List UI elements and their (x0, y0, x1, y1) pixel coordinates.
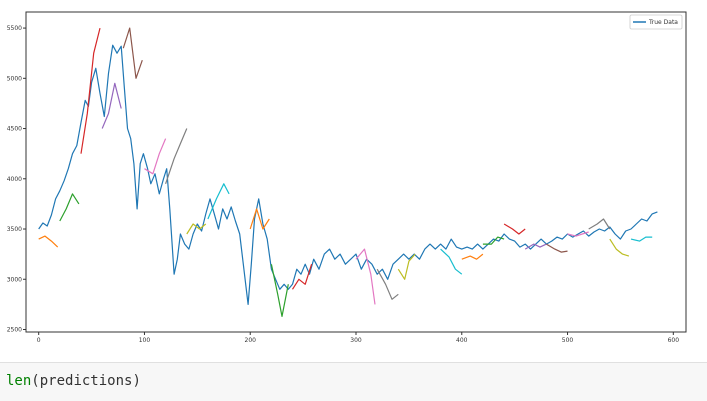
y-tick-label: 2500 (7, 326, 22, 333)
prediction-segment-10 (270, 264, 289, 317)
y-tick-label: 5500 (7, 25, 22, 32)
x-tick-label: 300 (350, 337, 362, 344)
function-arguments: (predictions) (31, 373, 141, 389)
series-line-true-data (38, 44, 658, 305)
y-tick-label: 5000 (7, 75, 22, 82)
prediction-segment-7 (186, 223, 207, 235)
prediction-segment-11 (291, 264, 313, 290)
chart-area: 0 100 200 300 400 500 600 2500 3000 3500 4000 4500 5… (6, 11, 687, 344)
prediction-segment-15 (440, 248, 463, 275)
y-tick-label: 4000 (7, 176, 22, 183)
prediction-segment-16 (461, 253, 484, 260)
prediction-segment-8 (207, 183, 230, 220)
x-tick-label: 100 (139, 337, 151, 344)
plot-frame (25, 11, 687, 333)
prediction-segment-4 (122, 27, 143, 79)
prediction-segment-13 (376, 268, 399, 300)
code-line[interactable]: len(predictions) (6, 373, 141, 389)
prediction-segment-12 (355, 248, 376, 305)
x-tick-label: 0 (37, 337, 41, 344)
prediction-segment-19 (524, 243, 547, 250)
prediction-segment-20 (546, 243, 568, 253)
x-tick-label: 500 (562, 337, 574, 344)
prediction-segment-9 (249, 208, 270, 230)
legend-box (629, 14, 683, 30)
prediction-segment-0 (38, 235, 59, 248)
y-tick-label: 3500 (7, 226, 22, 233)
code-cell[interactable]: len(predictions) (0, 362, 707, 401)
legend-label-true-data: True Data (648, 19, 678, 26)
prediction-segment-6 (165, 128, 188, 184)
prediction-segment-14 (397, 253, 416, 280)
prediction-segment-18 (503, 223, 526, 235)
prediction-segment-17 (482, 236, 505, 245)
x-tick-label: 200 (245, 337, 257, 344)
x-tick-label: 400 (456, 337, 468, 344)
x-tick-label: 600 (668, 337, 680, 344)
prediction-segment-23 (609, 238, 630, 257)
y-tick-label: 4500 (7, 126, 22, 133)
y-tick-label: 3000 (7, 276, 22, 283)
prediction-segment-24 (630, 236, 653, 242)
builtin-function: len (6, 373, 32, 389)
prediction-segment-5 (144, 138, 167, 175)
line-chart: 0 100 200 300 400 500 600 2500 3000 3500 4000 4500 5… (7, 11, 687, 344)
prediction-segment-21 (567, 231, 589, 237)
prediction-segment-1 (59, 193, 80, 222)
prediction-segment-3 (101, 82, 122, 129)
prediction-segment-2 (80, 27, 101, 154)
prediction-segment-22 (588, 218, 611, 230)
